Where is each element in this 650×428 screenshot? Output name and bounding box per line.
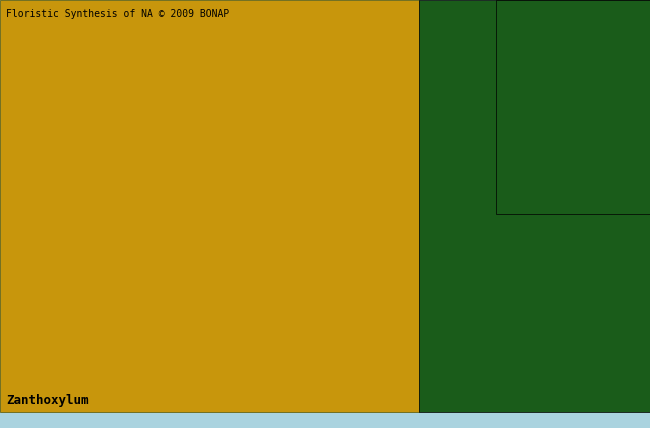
FancyBboxPatch shape <box>496 0 650 214</box>
Text: Zanthoxylum: Zanthoxylum <box>6 394 89 407</box>
FancyBboxPatch shape <box>419 0 650 412</box>
FancyBboxPatch shape <box>0 0 419 412</box>
Text: Floristic Synthesis of NA © 2009 BONAP: Floristic Synthesis of NA © 2009 BONAP <box>6 9 229 18</box>
